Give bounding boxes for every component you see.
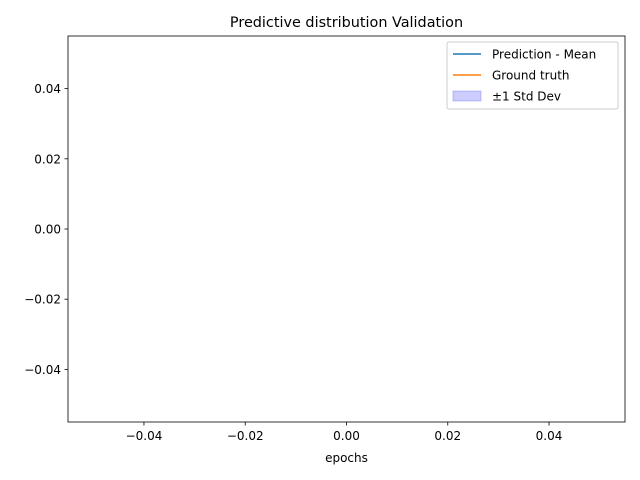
legend-label: Prediction - Mean <box>492 48 596 62</box>
x-tick-label: 0.04 <box>536 429 563 443</box>
x-axis-label: epochs <box>325 451 368 465</box>
legend-item: ±1 Std Dev <box>452 90 561 104</box>
legend-frame <box>446 41 619 110</box>
y-tick-label: 0.00 <box>34 223 61 237</box>
x-tick-label: 0.02 <box>434 429 461 443</box>
x-tick-label: 0.00 <box>333 429 360 443</box>
legend-item: Prediction - Mean <box>453 48 596 62</box>
y-axis: −0.04 −0.02 0.00 0.02 0.04 <box>24 82 68 377</box>
legend-swatch-band <box>452 90 482 102</box>
y-tick-label: 0.02 <box>34 152 61 166</box>
y-tick-label: −0.02 <box>24 293 61 307</box>
legend-item: Ground truth <box>453 69 570 83</box>
y-tick-label: −0.04 <box>24 363 61 377</box>
legend: Prediction - Mean Ground truth ±1 Std Dev <box>446 41 619 110</box>
chart-title: Predictive distribution Validation <box>230 15 463 31</box>
x-tick-label: −0.02 <box>227 429 264 443</box>
y-tick-label: 0.04 <box>34 82 61 96</box>
x-axis: −0.04 −0.02 0.00 0.02 0.04 <box>126 422 563 443</box>
x-tick-label: −0.04 <box>126 429 163 443</box>
legend-label: ±1 Std Dev <box>492 90 561 104</box>
legend-label: Ground truth <box>492 69 570 83</box>
